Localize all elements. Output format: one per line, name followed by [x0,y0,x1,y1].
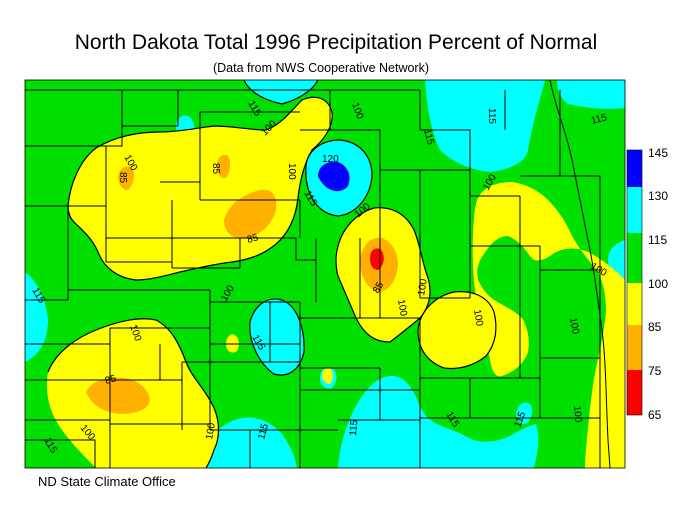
color-legend: 145 130 115 100 85 75 65 [626,146,668,422]
zone-75-85-small-2 [118,166,135,190]
county-boundaries [25,80,611,468]
contour-outline-south-center [417,291,497,370]
contour-label: 100 [416,278,430,297]
contour-label: 120 [322,154,339,165]
contour-label: 85 [246,232,260,246]
map-frame [24,79,626,469]
contour-label: 85 [371,280,386,296]
zone-115-small-se [516,402,533,424]
zone-85-100-east [472,182,625,468]
legend-swatch-115-130 [627,187,642,233]
legend-swatch-85-100 [627,283,642,325]
legend-label: 115 [648,233,667,247]
contour-outline-sw [47,318,220,468]
contour-outline-central-lake [249,298,305,376]
legend-frame [626,149,643,416]
zone-85-100-south-center [418,291,496,369]
zone-85-100-small-1 [226,334,239,353]
contour-label: 115 [421,128,436,147]
contour-label: 115 [486,108,497,124]
legend-label: 145 [648,146,668,160]
contour-label: 85 [210,163,221,175]
legend-label: 75 [648,364,662,378]
contour-label: 115 [512,410,528,429]
contour-label: 100 [571,405,583,423]
map-title: North Dakota Total 1996 Precipitation Pe… [74,31,598,54]
zone-130 [318,161,350,192]
contour-label: 85 [104,373,118,387]
zone-115-north-center [425,80,545,172]
state-river-boundary [549,80,611,468]
legend-label: 85 [648,320,662,334]
contour-label: 100 [471,309,485,328]
contour-outline-blue-ring [305,139,373,217]
legend-label: 100 [648,277,668,291]
contour-label: 115 [590,112,609,127]
contour-label: 85 [117,172,128,184]
zone-85-100-small-2 [322,367,333,384]
legend-swatch-130-145 [627,150,642,187]
contour-fill-layer [25,80,625,468]
contour-outline-center [335,207,431,343]
county-lines-vertical [67,90,601,468]
contour-outline-nw [243,80,319,105]
legend-label: 65 [648,408,662,422]
zone-75-85-small [216,154,231,179]
zone-75-85-sw [86,377,150,414]
map-subtitle: (Data from NWS Cooperative Network) [212,61,430,75]
zone-115-south-center [338,376,539,468]
contour-label: 100 [286,163,297,180]
zone-115-central [249,298,305,376]
legend-swatch-65-75 [627,370,642,415]
contour-label: 100 [567,317,581,336]
legend-swatch-100-115 [627,233,642,283]
legend-swatch-75-85 [627,325,642,370]
contour-lines [47,80,497,468]
contour-label: 100 [204,422,218,441]
county-lines-horizontal [25,89,600,468]
zone-75-85-north [224,189,277,239]
contour-label: 115 [348,419,360,436]
zone-115-west [25,272,48,362]
contour-label: 100 [395,299,409,318]
contour-label: 115 [256,422,271,441]
zone-115-ne [557,80,625,109]
credit-text: ND State Climate Office [38,474,176,489]
contour-outline-west [67,96,333,281]
legend-label: 130 [648,189,668,203]
zone-115-nw [244,80,318,104]
